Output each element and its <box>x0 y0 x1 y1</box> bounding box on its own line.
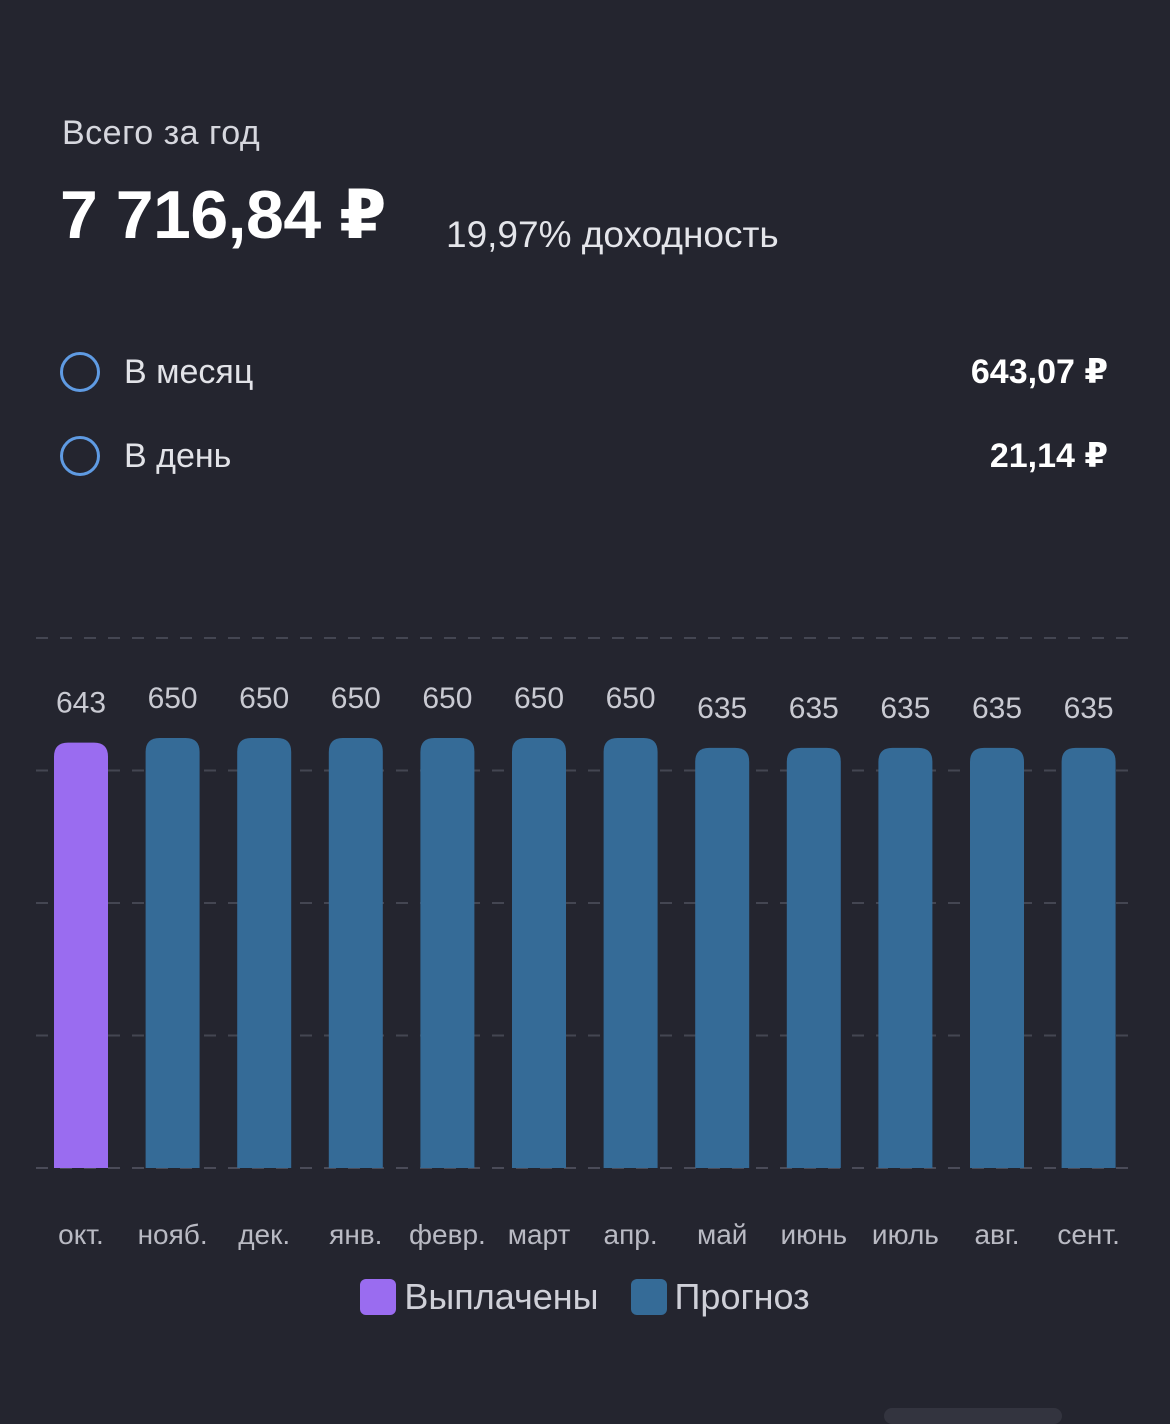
category-label: апр. <box>604 1219 658 1250</box>
summary-label: Всего за год <box>62 114 261 152</box>
chart-bars <box>54 738 1116 1168</box>
bar-value-label: 650 <box>422 682 472 715</box>
stat-value-daily: 21,14 ₽ <box>989 437 1108 475</box>
legend-label-paid: Выплачены <box>404 1276 599 1317</box>
stat-row-monthly[interactable]: В месяц 643,07 ₽ <box>60 352 1108 396</box>
bar-forecast-7[interactable] <box>695 747 750 1168</box>
category-label: май <box>697 1219 747 1250</box>
category-label: июнь <box>780 1219 847 1250</box>
legend-item-forecast[interactable]: Прогноз <box>630 1276 810 1318</box>
category-label: июль <box>872 1219 939 1250</box>
legend-label-forecast: Прогноз <box>674 1276 810 1317</box>
bar-forecast-1[interactable] <box>145 738 200 1168</box>
stat-row-daily[interactable]: В день 21,14 ₽ <box>60 436 1108 480</box>
bar-forecast-10[interactable] <box>970 747 1024 1168</box>
chart-gridlines <box>36 637 1130 1169</box>
scroll-indicator[interactable] <box>884 1408 1062 1424</box>
bar-value-label: 650 <box>606 682 656 715</box>
category-label: авг. <box>974 1219 1019 1250</box>
dividend-bar-chart: 643 окт. 650 нояб. 650 дек. 650 янв. 650 февр. 650… <box>36 637 1130 1250</box>
radio-circle-icon[interactable] <box>60 352 100 392</box>
total-annual-income: 7 716,84 ₽ <box>60 177 386 253</box>
category-label: дек. <box>238 1219 290 1250</box>
bar-value-label: 635 <box>972 692 1022 725</box>
bar-value-label: 643 <box>56 687 106 720</box>
bar-value-label: 650 <box>331 682 381 715</box>
bar-forecast-4[interactable] <box>420 738 475 1168</box>
chart-labels: 643 окт. 650 нояб. 650 дек. 650 янв. 650 февр. 650… <box>56 682 1120 1250</box>
bar-forecast-9[interactable] <box>878 747 933 1168</box>
stat-value-monthly: 643,07 ₽ <box>970 353 1108 391</box>
bar-forecast-11[interactable] <box>1061 747 1116 1168</box>
chart-legend: Выплачены Прогноз <box>0 1276 1170 1318</box>
bar-value-label: 650 <box>514 682 564 715</box>
bar-forecast-5[interactable] <box>512 738 566 1168</box>
bar-value-label: 635 <box>789 692 839 725</box>
bar-value-label: 635 <box>697 692 747 725</box>
bar-forecast-8[interactable] <box>786 747 841 1168</box>
bar-forecast-2[interactable] <box>237 738 292 1168</box>
bar-value-label: 650 <box>148 682 198 715</box>
legend-item-paid[interactable]: Выплачены <box>360 1276 599 1318</box>
bar-forecast-3[interactable] <box>328 738 383 1168</box>
legend-swatch-paid <box>360 1279 397 1315</box>
bar-value-label: 650 <box>239 682 289 715</box>
bar-paid-0[interactable] <box>54 742 108 1168</box>
category-label: окт. <box>58 1219 104 1250</box>
stat-label-daily: В день <box>124 437 232 475</box>
radio-circle-icon[interactable] <box>60 436 100 476</box>
yield-percentage: 19,97% доходность <box>446 214 779 255</box>
bar-forecast-6[interactable] <box>603 738 658 1168</box>
bar-value-label: 635 <box>880 692 930 725</box>
legend-swatch-forecast <box>630 1279 667 1315</box>
category-label: янв. <box>329 1219 382 1250</box>
category-label: сент. <box>1057 1219 1120 1250</box>
bar-value-label: 635 <box>1064 692 1114 725</box>
category-label: февр. <box>409 1219 486 1250</box>
category-label: нояб. <box>138 1219 208 1250</box>
category-label: март <box>508 1219 571 1250</box>
stat-label-monthly: В месяц <box>124 353 254 391</box>
